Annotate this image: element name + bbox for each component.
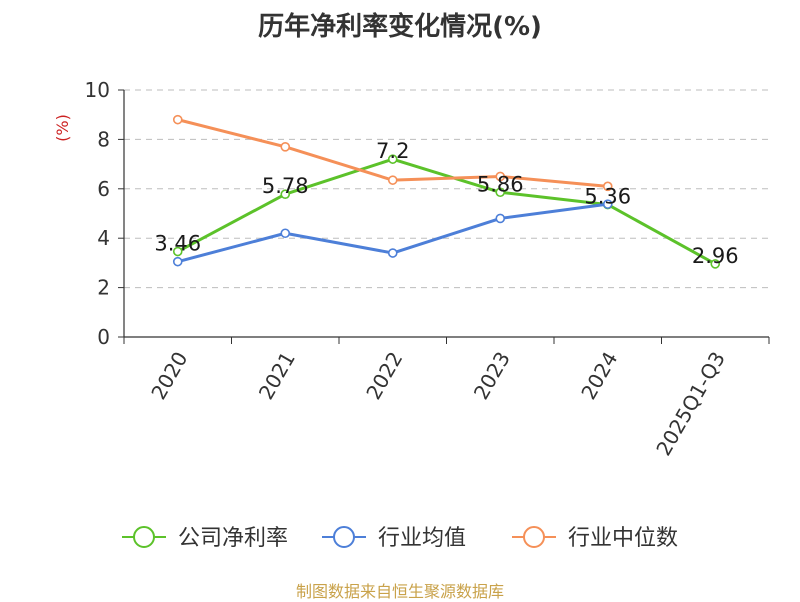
y-tick-label: 10 — [85, 78, 110, 102]
data-label: 3.46 — [154, 232, 201, 256]
y-tick-label: 2 — [97, 276, 110, 300]
legend-label: 公司净利率 — [178, 526, 288, 551]
x-tick-label: 2023 — [469, 348, 515, 404]
data-label: 7.2 — [376, 139, 409, 163]
legend-marker — [133, 526, 155, 548]
y-tick-label: 6 — [97, 177, 110, 201]
x-tick-label: 2021 — [254, 348, 300, 404]
data-point — [172, 256, 183, 267]
series-line-0 — [177, 157, 716, 266]
y-tick-label: 8 — [97, 127, 110, 151]
data-point — [387, 175, 398, 185]
data-point — [280, 142, 291, 152]
x-tick-label: 2022 — [361, 348, 407, 404]
data-point — [602, 199, 613, 209]
legend-item: 行业均值 — [322, 526, 466, 551]
chart-title: 历年净利率变化情况(%) — [258, 12, 542, 42]
legend-label: 行业中位数 — [568, 526, 678, 551]
data-point — [495, 213, 506, 224]
y-tick-label: 4 — [97, 226, 110, 250]
data-point — [602, 181, 613, 192]
data-label: 2.96 — [692, 244, 739, 268]
data-point — [710, 259, 721, 269]
legend-label: 行业均值 — [378, 526, 466, 551]
x-tick-label: 2024 — [576, 348, 622, 404]
data-point — [172, 114, 183, 125]
data-point — [495, 171, 506, 182]
legend-item: 行业中位数 — [512, 526, 678, 551]
data-point — [172, 246, 183, 257]
legend-item: 公司净利率 — [122, 526, 288, 551]
y-tick-label: 0 — [97, 325, 110, 349]
data-label: 5.78 — [262, 174, 309, 198]
data-label: 5.36 — [584, 185, 631, 209]
y-axis-label: (%) — [53, 114, 72, 142]
data-point — [387, 248, 398, 258]
legend-marker — [333, 526, 355, 548]
data-label: 5.86 — [477, 172, 524, 196]
data-point — [280, 228, 291, 239]
source-footer: 制图数据来自恒生聚源数据库 — [295, 582, 504, 601]
data-point — [280, 189, 291, 200]
x-tick-label: 2025Q1-Q3 — [651, 348, 730, 460]
x-tick-label: 2020 — [146, 348, 192, 404]
data-point — [387, 154, 398, 164]
legend-marker — [523, 526, 545, 548]
data-point — [495, 187, 506, 198]
